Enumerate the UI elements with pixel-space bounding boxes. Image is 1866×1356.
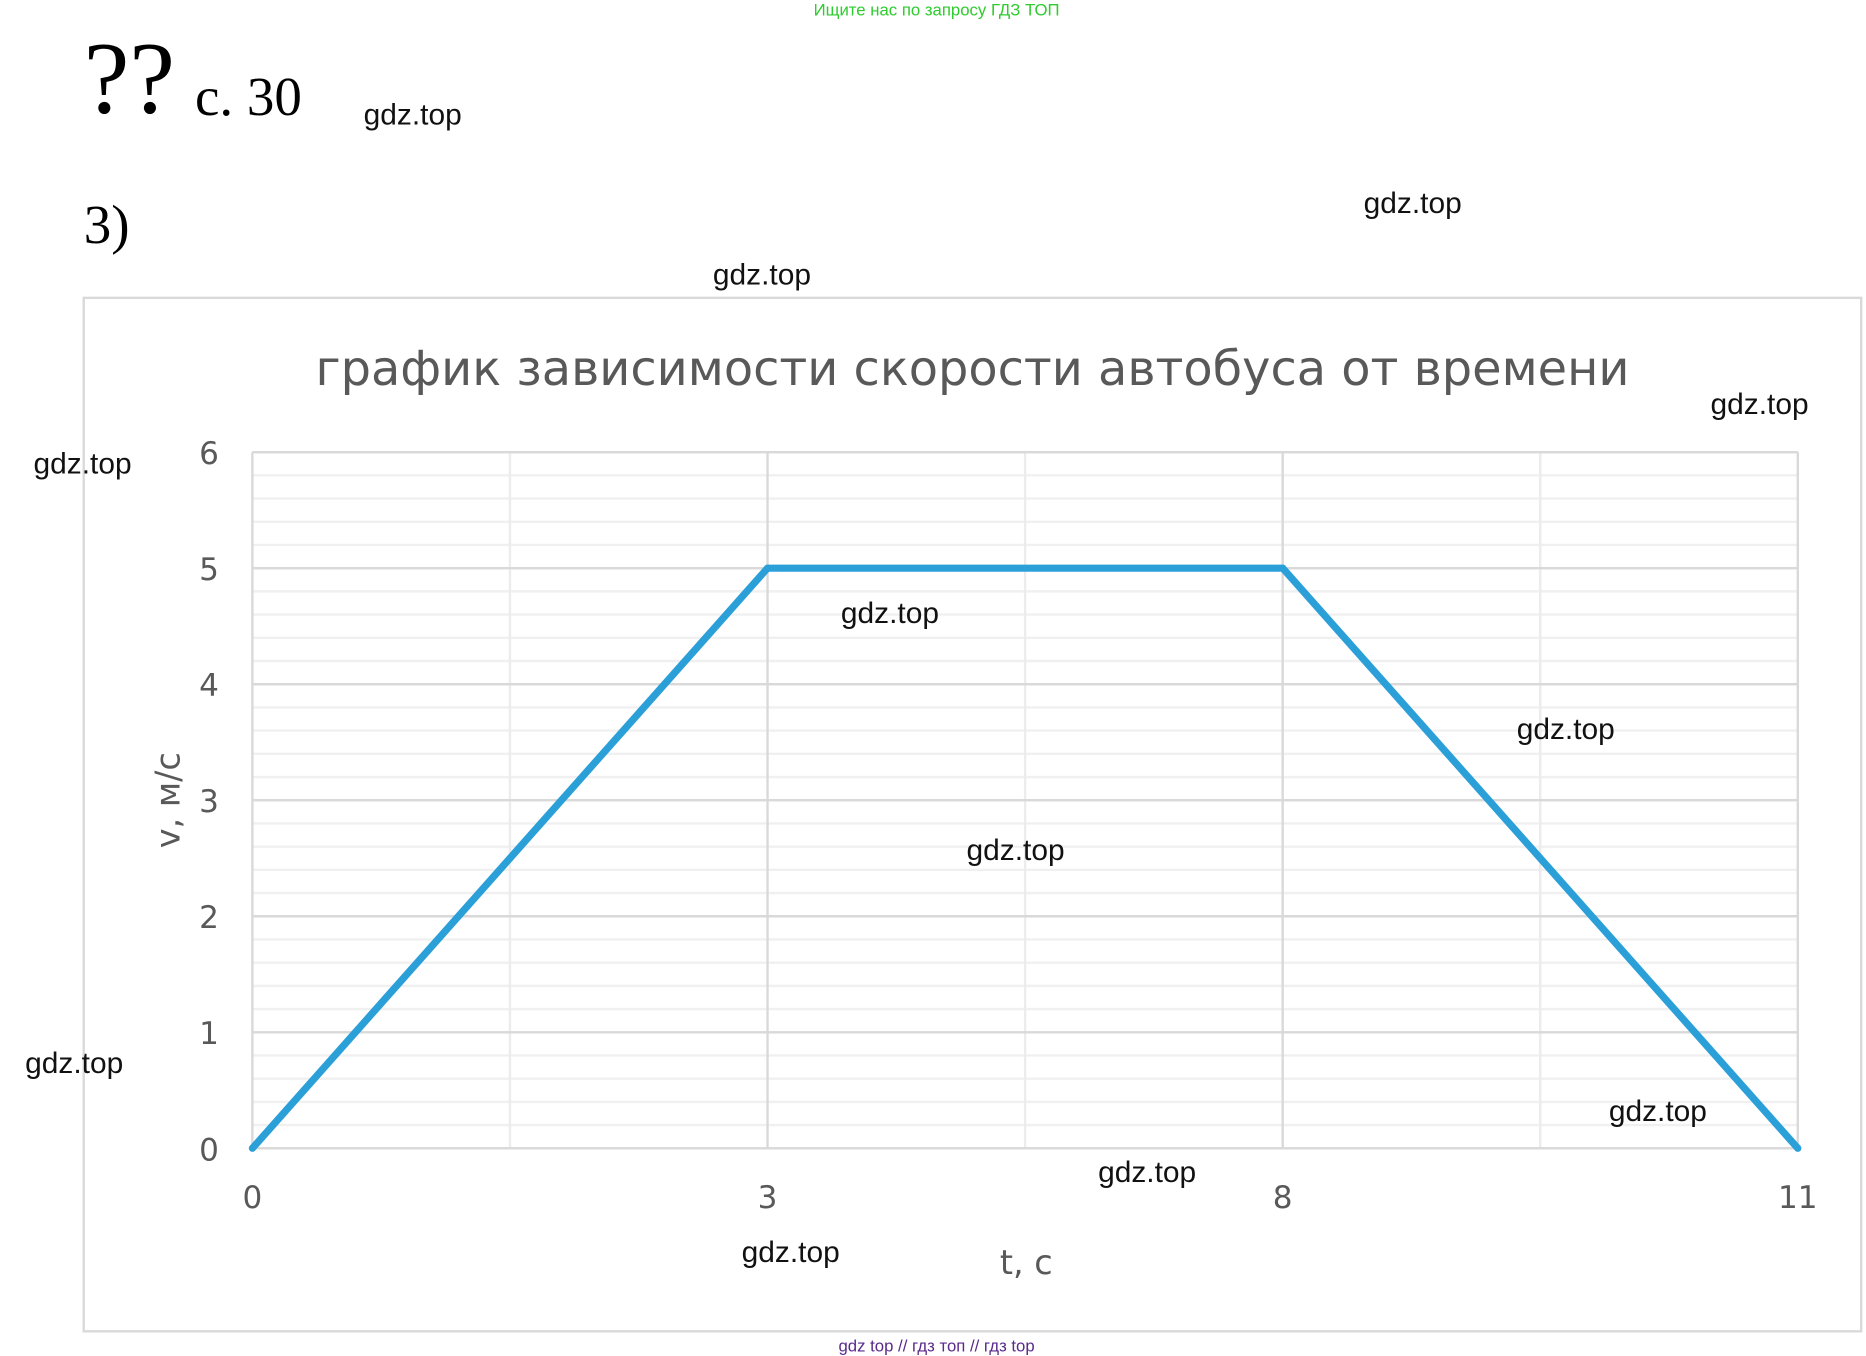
chart-title: график зависимости скорости автобуса от …	[315, 342, 1629, 397]
footer-note: gdz top // гдз топ // гдз top	[838, 1336, 1035, 1356]
y-tick-label: 2	[199, 900, 219, 936]
data-point	[248, 1144, 256, 1152]
x-tick-label: 8	[1273, 1180, 1293, 1216]
y-tick-label: 0	[199, 1132, 219, 1168]
watermark: gdz.top	[1363, 186, 1462, 221]
watermark: gdz.top	[840, 596, 939, 631]
search-hint: Ищите нас по запросу ГДЗ ТОП	[813, 0, 1060, 20]
watermark: gdz.top	[712, 258, 812, 292]
watermark: gdz.top	[363, 98, 462, 132]
watermark: gdz.top	[741, 1235, 840, 1270]
series-line	[249, 564, 1801, 1151]
data-point	[1794, 1144, 1802, 1152]
x-tick-label: 3	[758, 1180, 778, 1216]
x-tick-label: 11	[1778, 1180, 1818, 1216]
x-axis-label: t, с	[1000, 1243, 1053, 1282]
x-tick-label: 0	[242, 1180, 262, 1216]
watermark: gdz.top	[1098, 1155, 1197, 1189]
watermark: gdz.top	[25, 1046, 124, 1081]
y-tick-label: 1	[199, 1016, 219, 1052]
data-point	[1279, 564, 1287, 572]
y-axis-label: v, м/с	[148, 752, 187, 848]
chart-frame	[82, 296, 1863, 1333]
watermark: gdz.top	[33, 447, 132, 481]
page-number: с. 30	[194, 65, 302, 127]
question-marks: ??	[83, 20, 176, 136]
watermark: gdz.top	[966, 833, 1065, 868]
watermark: gdz.top	[1608, 1094, 1707, 1128]
y-tick-label: 3	[199, 784, 219, 820]
y-tick-label: 5	[199, 552, 219, 588]
watermark: gdz.top	[1516, 712, 1615, 747]
watermark: gdz.top	[1710, 387, 1809, 422]
y-tick-label: 6	[199, 436, 219, 472]
data-point	[763, 564, 772, 572]
y-tick-label: 4	[199, 668, 219, 704]
task-number: 3)	[83, 193, 130, 255]
